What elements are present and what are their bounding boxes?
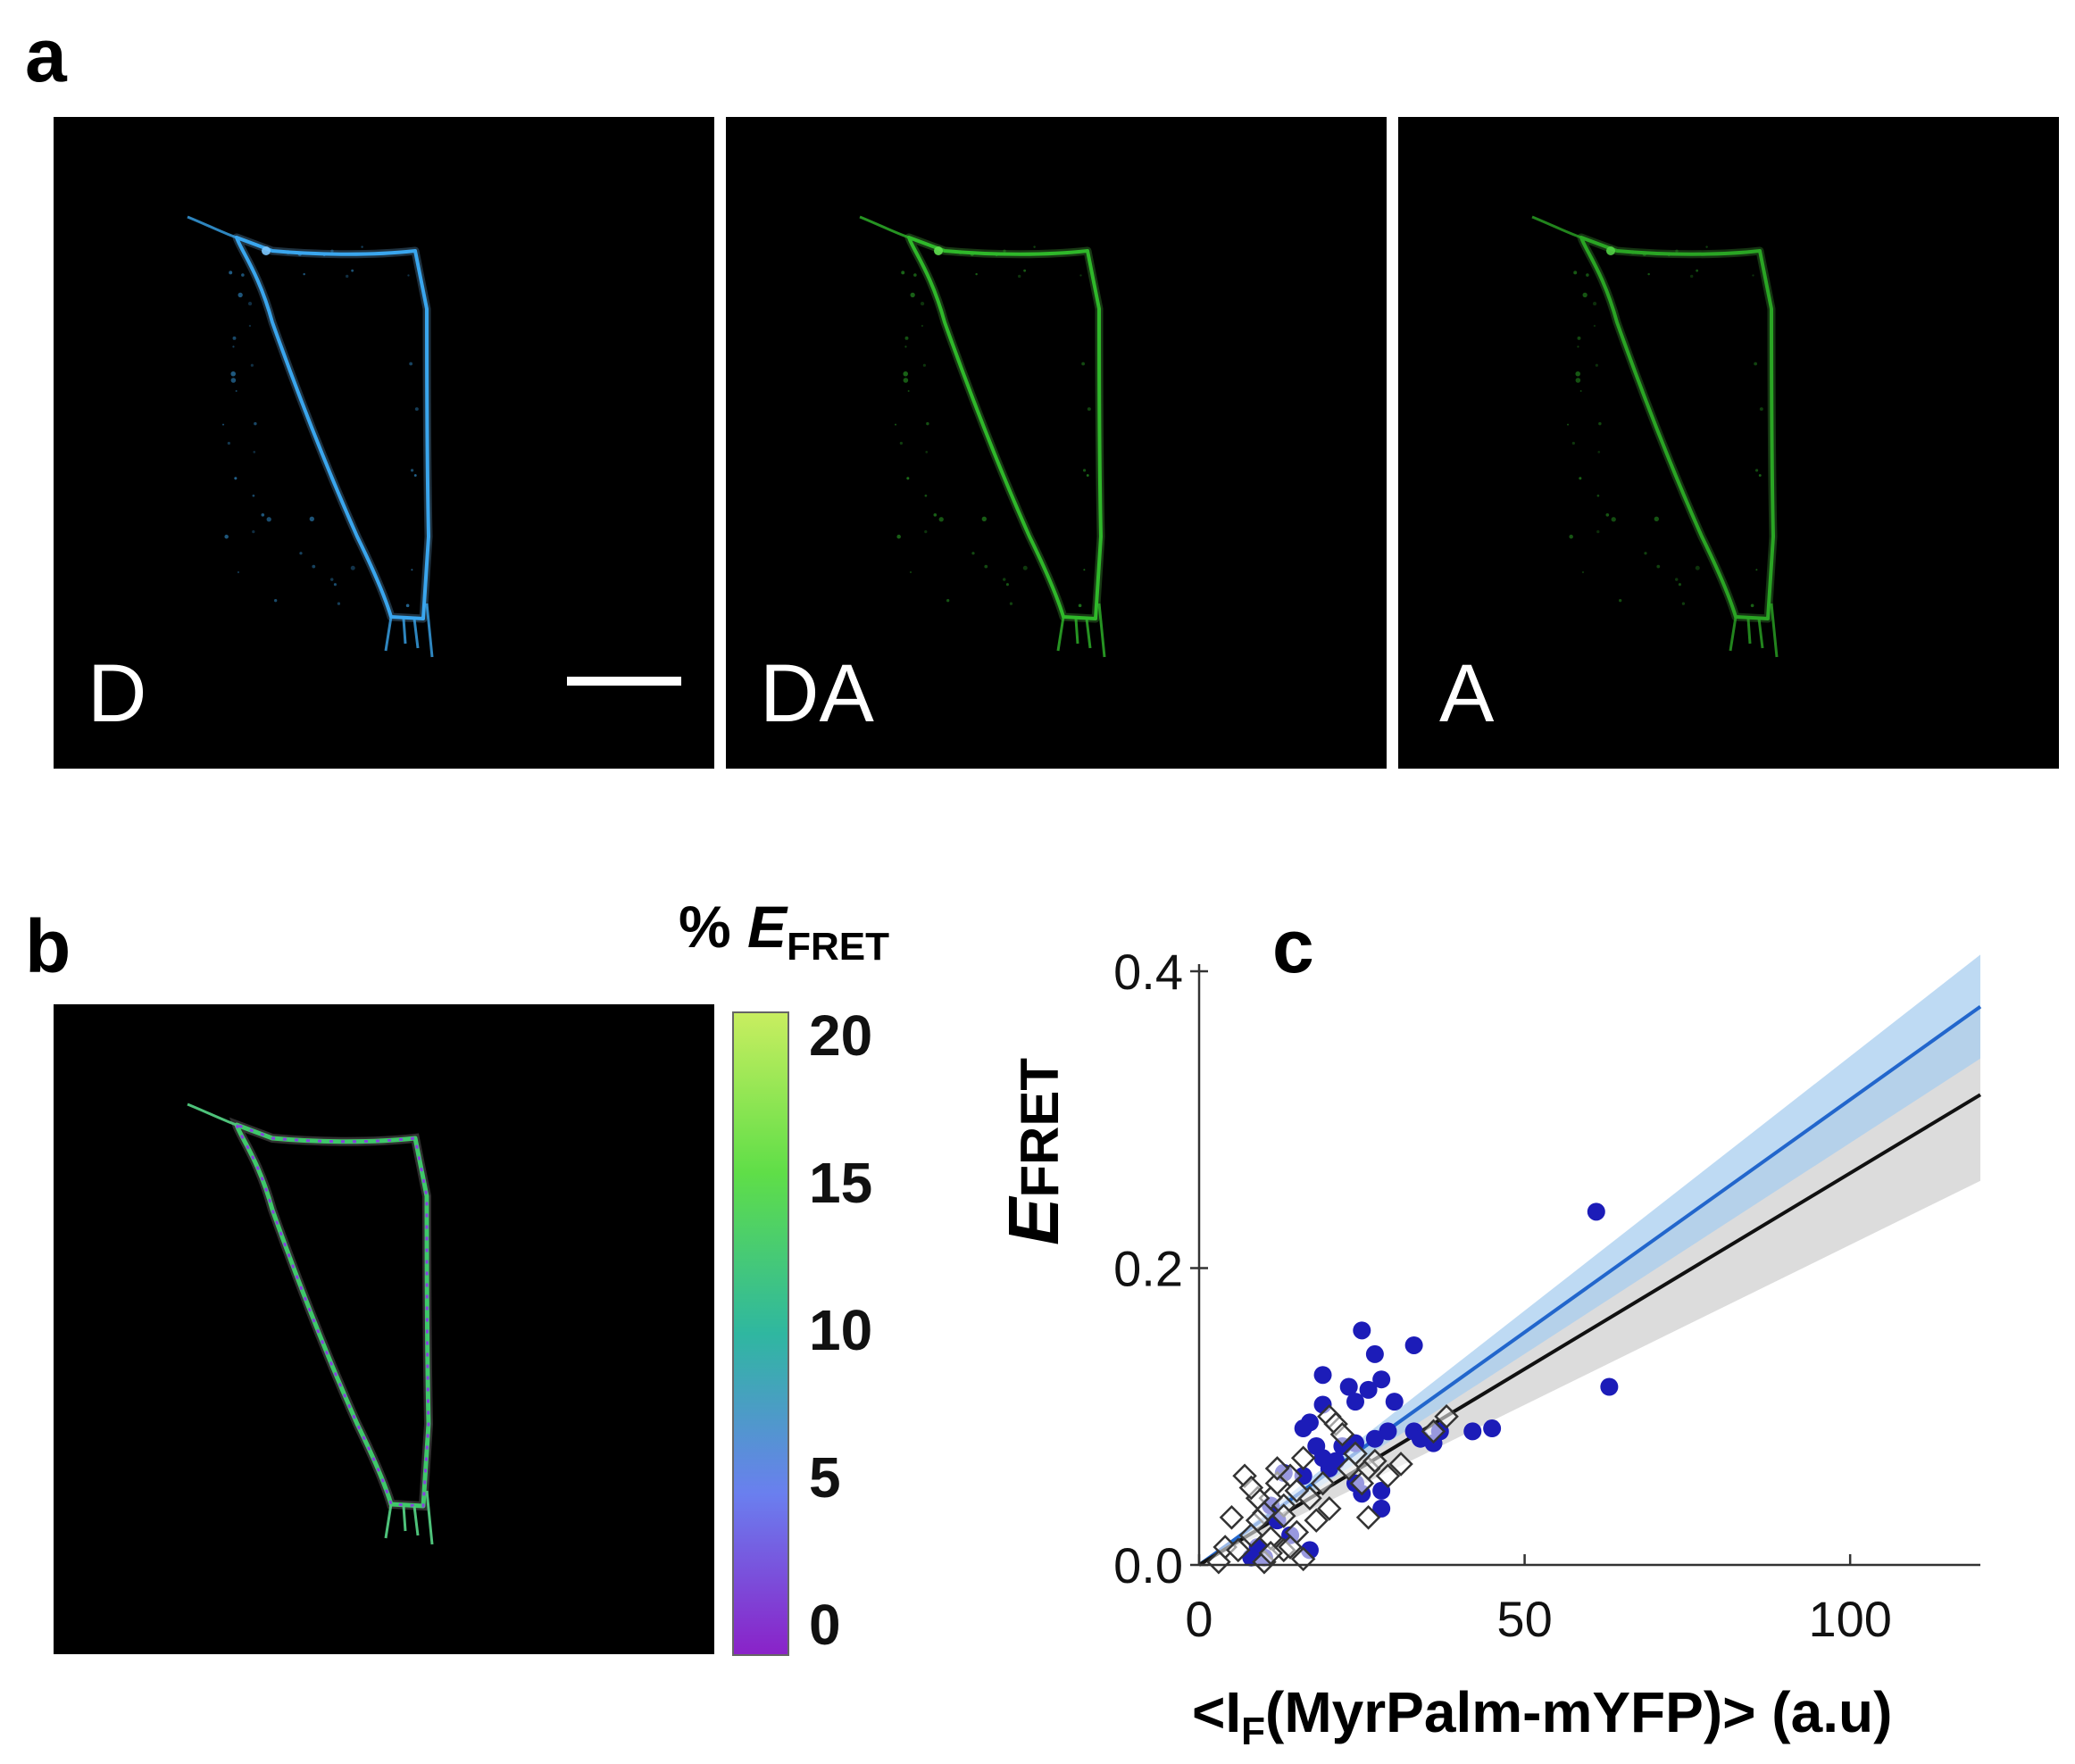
data-point-diamond — [1225, 1537, 1251, 1563]
data-point-circle — [1313, 1366, 1332, 1385]
data-point-circle — [1372, 1481, 1391, 1500]
data-point-diamond — [1434, 1403, 1459, 1429]
data-point-diamond — [1238, 1522, 1264, 1548]
cell-outline-d — [187, 215, 434, 658]
data-point-circle — [1379, 1422, 1397, 1441]
data-point-diamond — [1362, 1448, 1388, 1474]
data-point-diamond — [1336, 1456, 1362, 1481]
data-point-diamond — [1290, 1445, 1316, 1471]
cell-outline-da — [859, 215, 1106, 658]
data-point-circle — [1483, 1419, 1502, 1438]
data-point-circle — [1463, 1422, 1482, 1441]
data-point-circle — [1365, 1344, 1384, 1363]
data-point-circle — [1359, 1380, 1378, 1399]
data-point-circle — [1365, 1429, 1384, 1448]
x-axis-label: <IF(MyrPalm-mYFP)> (a.u) — [1192, 1680, 1892, 1753]
colorbar-tick: 15 — [809, 1151, 873, 1215]
data-point-diamond — [1349, 1470, 1375, 1496]
data-point-circle — [1385, 1393, 1404, 1411]
data-point-diamond — [1329, 1421, 1355, 1447]
data-point-diamond — [1421, 1419, 1446, 1444]
data-point-diamond — [1310, 1470, 1336, 1496]
cell-membrane — [187, 215, 434, 658]
channel-label-d: D — [88, 648, 147, 739]
x-tick-label: 100 — [1808, 1591, 1891, 1647]
panel-c-letter: c — [1272, 904, 1314, 988]
data-point-diamond — [1206, 1549, 1231, 1575]
data-point-circle — [1313, 1449, 1332, 1468]
fret-efficiency-image — [54, 1004, 714, 1654]
microscopy-image-da: DA — [726, 117, 1387, 769]
data-point-diamond — [1278, 1535, 1303, 1560]
cell-outline-fret — [187, 1102, 434, 1545]
data-point-diamond — [1355, 1505, 1381, 1530]
data-point-diamond — [1284, 1478, 1310, 1503]
data-point-diamond — [1317, 1496, 1342, 1521]
panel-a-letter: a — [25, 13, 67, 97]
colorbar-tick: 5 — [809, 1445, 841, 1510]
data-point-diamond — [1219, 1505, 1245, 1530]
data-point-circle — [1372, 1499, 1391, 1518]
cell-membrane — [859, 215, 1106, 658]
data-point-circle — [1404, 1335, 1423, 1354]
data-point-diamond — [1271, 1503, 1296, 1528]
data-point-diamond — [1375, 1463, 1401, 1489]
y-tick-label: 0.0 — [1113, 1537, 1183, 1593]
data-point-circle — [1339, 1377, 1358, 1396]
channel-label-da: DA — [760, 648, 874, 739]
x-tick-label: 50 — [1496, 1591, 1552, 1647]
channel-label-a: A — [1439, 648, 1495, 739]
y-tick-label: 0.2 — [1113, 1241, 1183, 1297]
axes: 0.0 0.2 0.4 0 50 100 — [1113, 944, 1980, 1647]
data-point-circle — [1294, 1467, 1312, 1485]
data-point-circle — [1300, 1413, 1319, 1432]
y-tick-label: 0.4 — [1113, 944, 1183, 1000]
colorbar-title: % EFRET — [679, 894, 889, 969]
data-point-diamond — [1264, 1456, 1290, 1481]
cell-outline-a — [1531, 215, 1779, 658]
colorbar-tick: 10 — [809, 1298, 873, 1362]
colorbar — [732, 1011, 789, 1656]
data-point-diamond — [1258, 1540, 1283, 1566]
data-point-diamond — [1304, 1508, 1329, 1533]
data-point-circle — [1600, 1377, 1619, 1396]
data-point-circle — [1346, 1393, 1364, 1411]
data-point-circle — [1372, 1370, 1391, 1389]
microscopy-image-a: A — [1398, 117, 2059, 769]
data-point-diamond — [1238, 1475, 1264, 1501]
scale-bar — [567, 677, 681, 686]
cell-membrane — [1531, 215, 1779, 658]
fret-cell — [187, 1102, 434, 1545]
y-axis-label: EFRET — [994, 1058, 1073, 1245]
data-point-circle — [1353, 1321, 1371, 1340]
microscopy-image-d: D — [54, 117, 714, 769]
x-tick-label: 0 — [1185, 1591, 1212, 1647]
colorbar-tick: 20 — [809, 1003, 873, 1068]
data-point-circle — [1587, 1202, 1605, 1221]
colorbar-tick: 0 — [809, 1593, 841, 1657]
data-point-diamond — [1388, 1452, 1413, 1477]
confidence-bands — [1199, 954, 1980, 1565]
blue-fit-band — [1199, 954, 1980, 1565]
panel-b-letter: b — [25, 904, 71, 988]
